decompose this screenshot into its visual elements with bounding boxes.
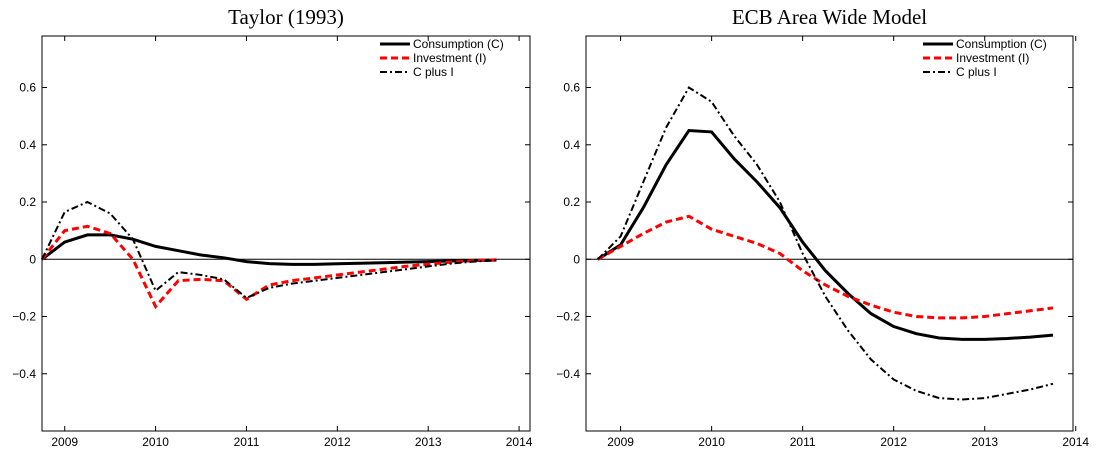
y-tick-label: −0.4 — [12, 367, 36, 381]
chart-title: ECB Area Wide Model — [732, 5, 927, 29]
x-tick-label: 2014 — [1062, 435, 1089, 449]
y-tick-label: 0.6 — [19, 81, 36, 95]
legend-label: Investment (I) — [413, 51, 486, 65]
y-tick-label: −0.2 — [556, 310, 580, 324]
x-tick-label: 2010 — [142, 435, 169, 449]
x-tick-label: 2011 — [790, 435, 816, 449]
series-line — [596, 128, 1054, 341]
legend-label: Consumption (C) — [413, 37, 504, 51]
y-tick-label: 0.2 — [563, 195, 580, 209]
series-line — [41, 200, 497, 300]
y-tick-label: 0.4 — [19, 138, 36, 152]
plot-frame — [585, 35, 1074, 432]
legend-label: Consumption (C) — [956, 37, 1047, 51]
series-line — [597, 214, 1054, 320]
legend-label: C plus I — [956, 65, 997, 79]
x-tick-label: 2014 — [506, 435, 533, 449]
series-line — [597, 86, 1054, 401]
x-tick-label: 2011 — [234, 435, 260, 449]
y-tick-label: −0.4 — [556, 367, 580, 381]
x-tick-label: 2009 — [607, 435, 634, 449]
legend-label: C plus I — [413, 65, 454, 79]
y-tick-label: 0.4 — [563, 138, 580, 152]
x-tick-label: 2010 — [698, 435, 725, 449]
x-tick-label: 2013 — [415, 435, 442, 449]
x-tick-label: 2012 — [324, 435, 351, 449]
x-tick-label: 2012 — [880, 435, 907, 449]
x-tick-label: 2013 — [971, 435, 998, 449]
plot-frame — [41, 35, 531, 432]
chart-title: Taylor (1993) — [228, 5, 344, 29]
legend-label: Investment (I) — [956, 51, 1029, 65]
y-tick-label: 0.2 — [19, 195, 36, 209]
x-tick-label: 2009 — [51, 435, 78, 449]
y-tick-label: 0.6 — [563, 81, 580, 95]
series-line — [41, 233, 497, 266]
y-tick-label: 0 — [29, 252, 36, 266]
y-tick-label: 0 — [573, 252, 580, 266]
y-tick-label: −0.2 — [12, 310, 36, 324]
